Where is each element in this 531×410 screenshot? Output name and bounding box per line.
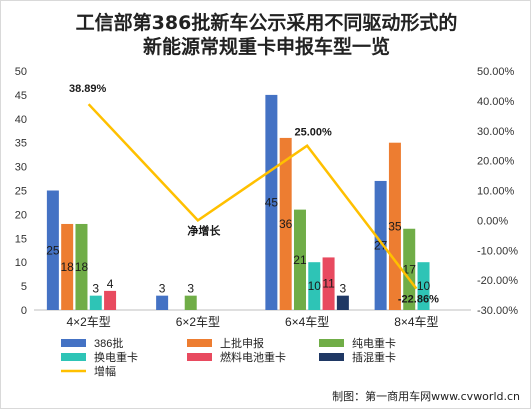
bar-data-label: 11 (322, 277, 335, 291)
chart-title: 工信部第386批新车公示采用不同驱动形式的 (75, 12, 458, 34)
bar-4 (89, 295, 102, 310)
x-tick-label: 4×2车型 (66, 314, 110, 329)
bar-data-label: 18 (60, 260, 74, 274)
bar-2 (388, 142, 401, 310)
bar-data-label: 17 (403, 262, 417, 276)
bar-4 (308, 262, 321, 310)
growth-label: 25.00% (294, 127, 332, 139)
bar-data-label: 18 (75, 260, 89, 274)
bar-3 (403, 228, 416, 310)
x-tick-label: 8×4车型 (394, 314, 438, 329)
legend-label: 上批申报 (220, 336, 264, 350)
bar-data-label: 4 (107, 277, 114, 291)
y2-tick-label: 10.00% (477, 186, 515, 198)
bar-3 (184, 295, 197, 310)
legend-swatch (319, 353, 344, 361)
y2-tick-label: 40.00% (477, 96, 515, 108)
bar-data-label: 36 (279, 217, 293, 231)
bar-data-label: 10 (417, 279, 431, 293)
bar-3 (293, 209, 306, 310)
legend-swatch (61, 353, 86, 361)
bar-data-label: 10 (308, 279, 322, 293)
bar-5 (104, 290, 117, 310)
y-tick-label: 50 (15, 66, 27, 78)
x-tick-label: 6×4车型 (285, 314, 329, 329)
bar-2 (279, 137, 292, 310)
chart-subtitle: 新能源常规重卡申报车型一览 (142, 36, 390, 58)
y2-tick-label: -20.00% (477, 275, 518, 287)
y2-tick-label: 20.00% (477, 156, 515, 168)
bar-data-label: 35 (388, 219, 402, 233)
growth-label: -22.86% (398, 294, 439, 306)
bar-data-label: 3 (340, 282, 347, 296)
legend-label: 386批 (94, 336, 123, 350)
y-tick-label: 45 (15, 90, 27, 102)
y-tick-label: 30 (15, 162, 27, 174)
bar-data-label: 3 (159, 282, 166, 296)
bar-2 (61, 223, 74, 310)
legend-label: 燃料电池重卡 (220, 350, 286, 364)
legend-label: 插混重卡 (352, 350, 396, 364)
y-tick-label: 10 (15, 257, 27, 269)
bar-6 (336, 295, 349, 310)
bar-1 (156, 295, 169, 310)
y-tick-label: 15 (15, 233, 27, 245)
y-tick-label: 20 (15, 209, 27, 221)
x-tick-label: 6×2车型 (176, 314, 220, 329)
bar-data-label: 45 (265, 195, 279, 209)
legend-label: 增幅 (94, 364, 116, 378)
legend-swatch (187, 353, 212, 361)
y2-tick-label: -10.00% (477, 245, 518, 257)
legend-swatch (187, 339, 212, 347)
legend-swatch (319, 339, 344, 347)
y-tick-label: 5 (21, 281, 27, 293)
legend-label: 纯电重卡 (352, 336, 396, 350)
bar-5 (322, 257, 335, 310)
legend-label: 换电重卡 (94, 350, 138, 364)
bar-data-label: 3 (92, 282, 99, 296)
growth-line (87, 103, 418, 290)
bar-data-label: 27 (374, 238, 388, 252)
bar-3 (75, 223, 88, 310)
growth-label: 净增长 (187, 223, 221, 237)
y-tick-label: 40 (15, 114, 27, 126)
bar-4 (417, 262, 430, 310)
bar-1 (265, 94, 278, 311)
growth-label: 38.89% (69, 83, 107, 95)
bar-data-label: 21 (293, 253, 307, 267)
y2-tick-label: 50.00% (477, 66, 515, 78)
bar-1 (46, 190, 59, 310)
y-tick-label: 25 (15, 186, 27, 198)
bar-data-label: 3 (187, 282, 194, 296)
y2-tick-label: 0.00% (477, 215, 508, 227)
y-tick-label: 35 (15, 138, 27, 150)
y2-tick-label: -30.00% (477, 305, 518, 317)
legend-swatch (61, 339, 86, 347)
bar-data-label: 25 (46, 243, 60, 257)
y-tick-label: 0 (21, 305, 27, 317)
chart-credit: 制图：第一商用车网www.cvworld.cn (332, 390, 520, 403)
bar-1 (374, 180, 387, 310)
y2-tick-label: 30.00% (477, 126, 515, 138)
